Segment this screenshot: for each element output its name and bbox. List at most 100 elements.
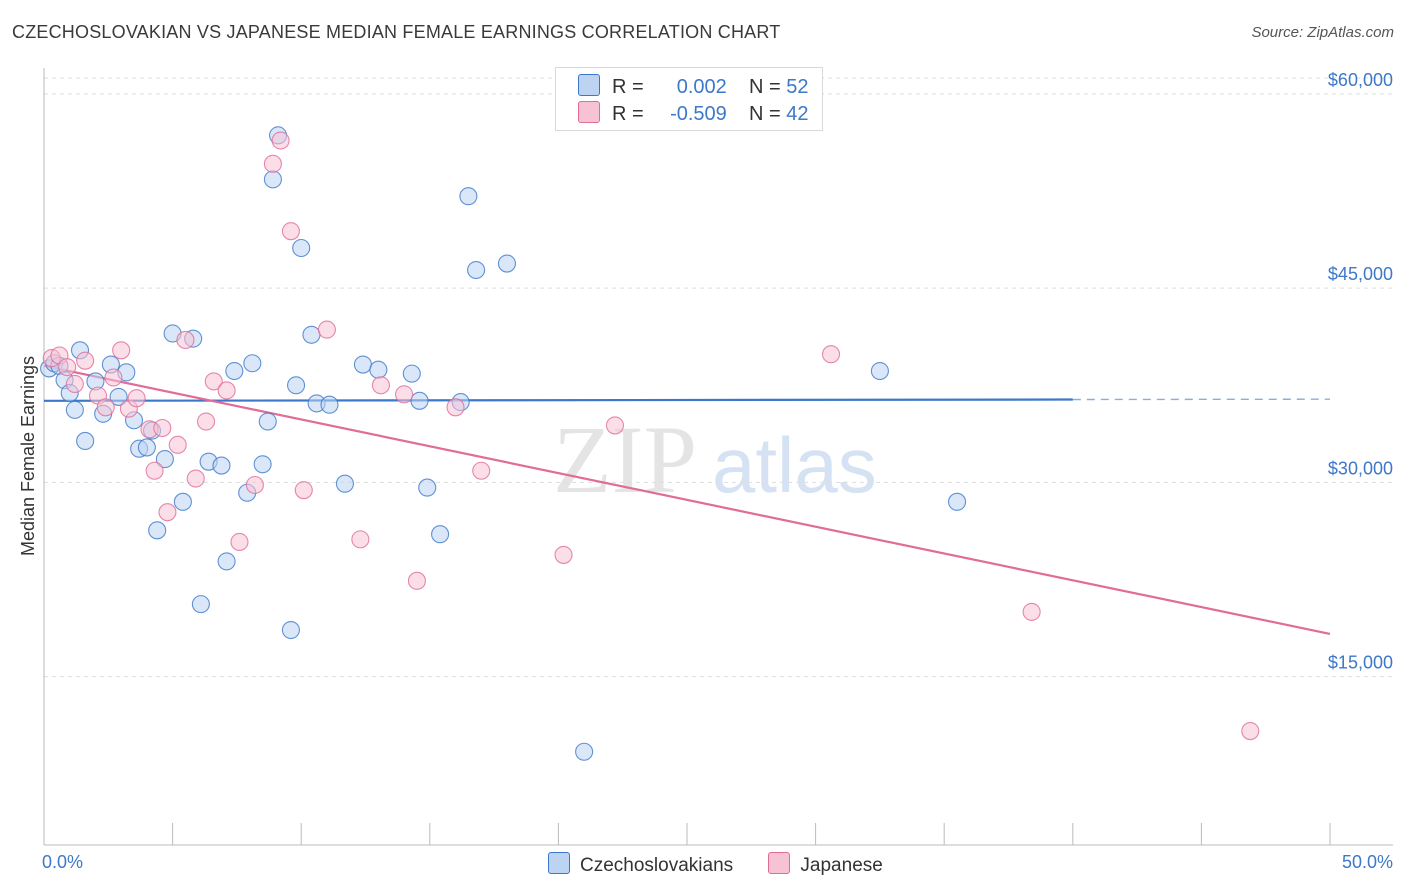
point-czechoslovakians — [335, 474, 354, 493]
data-points — [40, 87, 1260, 761]
point-czechoslovakians — [173, 492, 192, 511]
legend-r-value: 0.002 — [676, 76, 727, 98]
point-japanese — [196, 412, 216, 431]
point-japanese — [112, 341, 131, 360]
point-czechoslovakians — [497, 254, 517, 273]
legend-swatch-pink — [578, 101, 600, 123]
point-japanese — [186, 469, 205, 488]
point-japanese — [472, 461, 491, 480]
point-czechoslovakians — [353, 355, 372, 374]
point-japanese — [217, 381, 236, 400]
point-japanese — [245, 475, 264, 495]
point-czechoslovakians — [217, 552, 236, 571]
point-czechoslovakians — [410, 391, 429, 410]
watermark-zip: ZIP — [553, 406, 697, 513]
point-japanese — [204, 372, 223, 391]
point-japanese — [127, 389, 146, 408]
series-legend: Czechoslovakians Japanese — [548, 852, 913, 877]
legend-row-czechoslovakians: R = 0.002 N = 52 — [578, 74, 809, 98]
point-czechoslovakians — [191, 595, 210, 614]
point-czechoslovakians — [253, 455, 272, 474]
point-czechoslovakians — [292, 238, 311, 258]
legend-n-label: N = — [749, 76, 781, 98]
legend-swatch-blue — [548, 852, 570, 874]
axis-labels: $15,000 $30,000 $45,000 $60,000 0.0% 50.0% Med… — [18, 70, 1393, 872]
point-japanese — [294, 481, 313, 500]
point-czechoslovakians — [302, 325, 321, 344]
x-tick-label: 50.0% — [1342, 852, 1393, 872]
point-japanese — [58, 358, 77, 377]
legend-item-japanese: Japanese — [768, 852, 883, 877]
point-japanese — [371, 376, 390, 395]
point-japanese — [96, 398, 115, 417]
trend-lines — [43, 364, 1331, 635]
point-czechoslovakians — [418, 478, 437, 497]
point-czechoslovakians — [263, 170, 282, 189]
legend-r-label: R = — [612, 103, 644, 125]
point-japanese — [76, 351, 95, 370]
legend-label: Czechoslovakians — [580, 855, 734, 876]
point-japanese — [145, 461, 164, 480]
point-japanese — [104, 368, 123, 387]
watermark-atlas: atlas — [712, 421, 877, 509]
point-czechoslovakians — [575, 742, 594, 761]
point-czechoslovakians — [459, 187, 478, 206]
point-czechoslovakians — [155, 450, 174, 469]
watermark: ZIP atlas — [553, 406, 877, 513]
x-tick-label: 0.0% — [42, 852, 83, 872]
point-japanese — [605, 416, 625, 435]
point-japanese — [230, 532, 249, 552]
point-japanese — [271, 131, 290, 150]
point-japanese — [176, 330, 195, 350]
source-label: Source: ZipAtlas.com — [1251, 24, 1394, 41]
point-japanese — [821, 345, 841, 364]
stats-legend: R = 0.002 N = 52 R = -0.509 N = 42 — [555, 67, 823, 131]
point-czechoslovakians — [402, 364, 421, 383]
point-czechoslovakians — [258, 412, 277, 431]
point-czechoslovakians — [148, 521, 167, 540]
point-czechoslovakians — [431, 525, 450, 544]
point-japanese — [158, 503, 177, 522]
point-japanese — [1241, 721, 1260, 741]
point-czechoslovakians — [212, 456, 231, 475]
legend-n-label: N = — [749, 103, 781, 125]
point-czechoslovakians — [948, 492, 967, 511]
legend-row-japanese: R = -0.509 N = 42 — [578, 101, 809, 125]
point-japanese — [554, 545, 573, 564]
point-czechoslovakians — [467, 260, 486, 280]
point-czechoslovakians — [320, 395, 339, 414]
legend-r-value: -0.509 — [670, 103, 727, 125]
point-japanese — [1022, 602, 1041, 621]
point-czechoslovakians — [369, 360, 388, 379]
y-axis-title: Median Female Earnings — [18, 356, 38, 556]
point-japanese — [395, 385, 414, 404]
point-japanese — [317, 320, 336, 339]
legend-n-value: 52 — [786, 76, 809, 98]
point-japanese — [153, 418, 172, 438]
legend-swatch-blue — [578, 74, 600, 96]
legend-n-value: 42 — [786, 103, 809, 125]
point-japanese — [263, 154, 282, 173]
legend-label: Japanese — [800, 855, 883, 876]
axes — [43, 68, 1393, 846]
gridlines — [44, 77, 1393, 678]
point-japanese — [446, 398, 465, 417]
legend-item-czechoslovakians: Czechoslovakians — [548, 852, 733, 877]
point-japanese — [351, 530, 370, 549]
point-czechoslovakians — [281, 620, 300, 640]
trend-line-pink — [43, 364, 1331, 635]
point-czechoslovakians — [225, 361, 244, 381]
point-czechoslovakians — [109, 387, 128, 406]
point-japanese — [407, 571, 426, 590]
point-japanese — [65, 374, 84, 394]
point-czechoslovakians — [870, 361, 889, 381]
point-japanese — [168, 435, 187, 454]
point-czechoslovakians — [65, 400, 84, 419]
point-czechoslovakians — [76, 431, 95, 451]
point-japanese — [281, 222, 300, 241]
legend-r-label: R = — [612, 76, 644, 98]
y-tick-label: $15,000 — [1328, 653, 1393, 673]
point-czechoslovakians — [137, 438, 156, 457]
point-czechoslovakians — [243, 354, 262, 373]
